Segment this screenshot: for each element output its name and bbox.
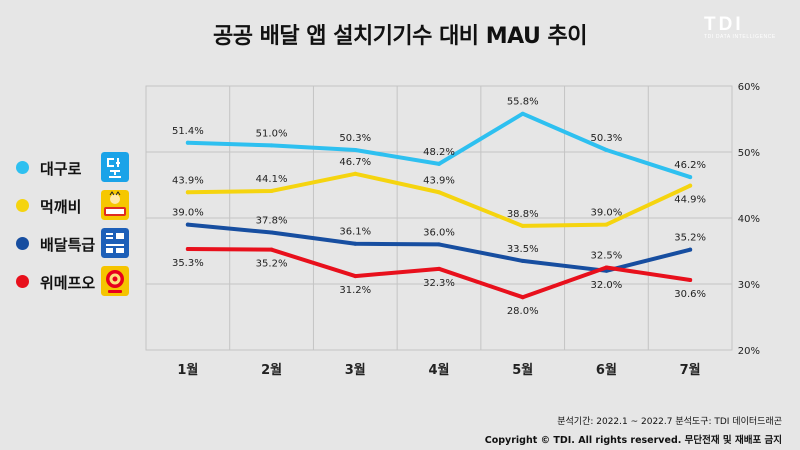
data-point <box>688 175 693 180</box>
data-point <box>604 265 609 270</box>
data-point <box>688 278 693 283</box>
x-tick-label: 7월 <box>680 362 701 378</box>
data-label: 51.0% <box>256 128 288 139</box>
data-label: 32.3% <box>423 278 455 289</box>
data-point <box>353 241 358 246</box>
data-point <box>185 247 190 252</box>
data-label: 51.4% <box>172 126 204 137</box>
data-label: 35.3% <box>172 258 204 269</box>
logo-text: TDI <box>704 14 744 35</box>
meokkaebi-app-icon <box>101 190 129 220</box>
data-point <box>353 171 358 176</box>
legend-label: 위메프오 <box>40 274 96 292</box>
legend-item-daeguro: 대구로 <box>14 152 132 190</box>
data-point <box>688 183 693 188</box>
data-label: 30.6% <box>674 289 706 300</box>
data-label: 36.0% <box>423 227 455 238</box>
legend-label: 배달특급 <box>40 236 96 254</box>
data-point <box>269 188 274 193</box>
baedal-teukgeup-app-icon <box>101 228 129 258</box>
data-label: 50.3% <box>591 133 623 144</box>
data-point <box>437 161 441 166</box>
data-point <box>353 148 358 153</box>
legend-marker <box>16 237 29 250</box>
chart-title: 공공 배달 앱 설치기기수 대비 MAU 추이 <box>213 24 587 49</box>
legend-marker <box>16 199 29 212</box>
data-label: 28.0% <box>507 306 539 317</box>
data-point <box>269 143 274 148</box>
daeguro-app-icon <box>101 152 129 182</box>
data-label: 37.8% <box>256 216 288 227</box>
data-point <box>604 222 609 227</box>
legend-item-baedal-teukgeup: 배달특급 <box>14 228 132 266</box>
data-point <box>520 223 525 228</box>
data-point <box>437 266 441 271</box>
data-label: 32.5% <box>591 251 623 262</box>
data-label: 39.0% <box>591 208 623 219</box>
data-point <box>185 222 190 227</box>
x-tick-label: 3월 <box>345 362 366 378</box>
y-tick-label: 40% <box>738 214 760 225</box>
data-label: 44.1% <box>256 174 288 185</box>
data-label: 48.2% <box>423 147 455 158</box>
data-label: 39.0% <box>172 208 204 219</box>
data-point <box>269 230 274 235</box>
x-tick-label: 2월 <box>261 362 282 378</box>
data-point <box>604 148 609 153</box>
data-label: 36.1% <box>339 227 371 238</box>
data-label: 44.9% <box>674 195 706 206</box>
legend-item-wemakeprice-o: 위메프오 <box>14 266 132 304</box>
data-point <box>688 247 693 252</box>
data-label: 32.0% <box>591 280 623 291</box>
data-point <box>269 247 274 252</box>
y-tick-label: 50% <box>738 148 760 159</box>
data-point <box>520 111 525 116</box>
x-tick-label: 6월 <box>596 362 617 378</box>
analysis-info: 분석기간: 2022.1 ~ 2022.7 분석도구: TDI 데이터드래곤 <box>557 417 782 427</box>
data-point <box>520 295 525 300</box>
data-label: 33.5% <box>507 244 539 255</box>
data-point <box>437 190 441 195</box>
x-tick-label: 4월 <box>428 362 449 378</box>
logo-subtext: TDI DATA INTELLIGENCE <box>704 34 776 40</box>
legend-item-meokkaebi: 먹깨비 <box>14 190 132 228</box>
data-label: 43.9% <box>172 175 204 186</box>
tdi-logo: TDI TDI DATA INTELLIGENCE <box>704 14 790 46</box>
series-line-0 <box>185 111 693 180</box>
x-tick-label: 1월 <box>177 362 198 378</box>
legend-label: 대구로 <box>40 160 82 178</box>
wemakeprice-o-app-icon <box>101 266 129 296</box>
data-label: 31.2% <box>339 285 371 296</box>
y-tick-label: 60% <box>738 82 760 93</box>
legend-label: 먹깨비 <box>40 198 82 216</box>
data-label: 55.8% <box>507 97 539 108</box>
data-label: 46.2% <box>674 160 706 171</box>
data-point <box>185 140 190 145</box>
data-label: 38.8% <box>507 209 539 220</box>
legend-marker <box>16 161 29 174</box>
data-label: 35.2% <box>674 233 706 244</box>
data-label: 43.9% <box>423 175 455 186</box>
data-point <box>353 274 358 279</box>
legend-marker <box>16 275 29 288</box>
data-label: 46.7% <box>339 157 371 168</box>
y-tick-label: 30% <box>738 280 760 291</box>
data-label: 50.3% <box>339 133 371 144</box>
data-point <box>437 242 441 247</box>
chart-legend: 대구로 먹깨비 배달특급 위메프오 <box>14 152 132 304</box>
data-point <box>185 190 190 195</box>
y-tick-label: 20% <box>738 346 760 357</box>
data-point <box>520 258 525 263</box>
data-label: 35.2% <box>256 259 288 270</box>
copyright-notice: Copyright © TDI. All rights reserved. 무단… <box>484 435 782 446</box>
x-tick-label: 5월 <box>512 362 533 378</box>
